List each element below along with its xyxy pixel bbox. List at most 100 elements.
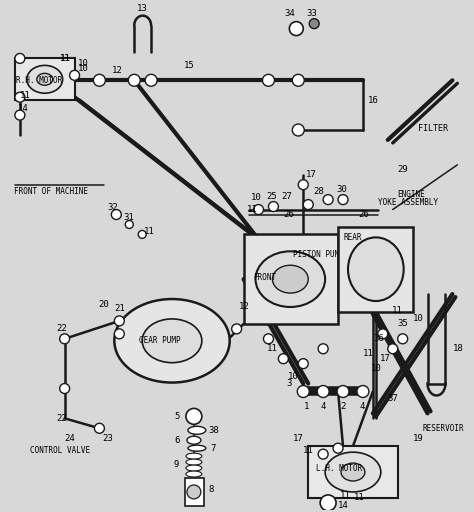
Circle shape [114,329,124,339]
Circle shape [187,485,201,499]
Circle shape [357,386,369,397]
Text: YOKE ASSEMBLY: YOKE ASSEMBLY [378,198,438,207]
Text: 15: 15 [184,61,195,70]
Ellipse shape [114,299,230,382]
Text: 38: 38 [209,426,219,435]
Ellipse shape [188,426,206,434]
Circle shape [60,383,70,394]
Circle shape [378,329,388,339]
Circle shape [297,386,309,397]
Text: 32: 32 [108,203,118,212]
Ellipse shape [187,436,201,444]
Text: 10: 10 [288,372,299,381]
Text: 4: 4 [360,402,365,411]
Circle shape [318,344,328,354]
Text: CONTROL VALVE: CONTROL VALVE [30,445,90,455]
Circle shape [298,180,308,189]
Ellipse shape [348,238,404,301]
Text: 29: 29 [398,165,409,174]
Circle shape [278,354,288,364]
Ellipse shape [186,453,202,459]
Bar [244,234,338,324]
Circle shape [232,324,242,334]
Bar [338,227,413,312]
Text: 17: 17 [306,170,317,179]
Circle shape [398,334,408,344]
Text: 16: 16 [368,96,379,104]
Text: 28: 28 [313,187,324,196]
Circle shape [94,423,104,433]
Text: 37: 37 [388,394,399,403]
Text: 20: 20 [99,300,109,309]
Text: 10: 10 [413,314,423,324]
Text: 2: 2 [340,402,346,411]
Circle shape [145,74,157,86]
Ellipse shape [186,465,202,471]
Text: 17: 17 [293,434,304,443]
Ellipse shape [255,251,325,307]
Text: 5: 5 [174,412,179,421]
Circle shape [15,92,25,102]
Text: GEAR PUMP: GEAR PUMP [139,336,181,345]
Text: 26: 26 [283,210,294,219]
Circle shape [254,205,264,215]
Circle shape [264,334,273,344]
Ellipse shape [186,471,202,477]
Circle shape [309,18,319,29]
Text: 17: 17 [380,354,391,363]
Text: 22: 22 [57,414,67,423]
Text: 25: 25 [266,192,277,201]
Circle shape [318,449,328,459]
Text: PISTON PUMPS: PISTON PUMPS [293,250,349,259]
Circle shape [388,344,398,354]
Text: 11: 11 [340,492,351,500]
Ellipse shape [142,319,202,362]
Circle shape [268,202,278,211]
Text: ENGINE: ENGINE [398,190,426,199]
Circle shape [125,221,133,228]
Text: 8: 8 [209,485,214,495]
Text: 11: 11 [60,54,71,63]
Text: 9: 9 [174,460,179,468]
Circle shape [263,74,274,86]
Text: 23: 23 [102,434,113,443]
Text: 22: 22 [57,325,67,333]
Circle shape [70,70,80,80]
Text: FRONT OF MACHINE: FRONT OF MACHINE [14,187,88,196]
Bar [308,446,398,498]
Text: 10: 10 [78,64,88,73]
Circle shape [128,74,140,86]
Text: 13: 13 [137,4,148,13]
Circle shape [111,209,121,220]
Text: L.H. MOTOR: L.H. MOTOR [316,463,363,473]
Text: RESERVOIR: RESERVOIR [422,424,464,433]
Text: 11: 11 [363,349,374,358]
Text: 4: 4 [320,402,326,411]
Text: 24: 24 [64,434,75,443]
Text: 11: 11 [60,54,71,63]
Bar [15,58,74,100]
Circle shape [337,386,349,397]
Ellipse shape [188,445,206,451]
Text: 21: 21 [114,305,125,313]
Text: 36: 36 [374,334,384,344]
Text: 7: 7 [211,444,216,453]
Circle shape [186,409,202,424]
Text: REAR: REAR [343,233,362,242]
Text: 14: 14 [18,103,28,113]
Circle shape [15,53,25,63]
Circle shape [320,495,336,511]
Text: 10: 10 [251,193,261,202]
Text: 11: 11 [246,205,257,214]
Text: 34: 34 [284,9,295,18]
Text: 10: 10 [371,364,382,373]
Bar [185,478,204,506]
Text: 18: 18 [452,344,463,353]
Text: FRONT: FRONT [254,273,277,282]
Text: 11: 11 [20,91,31,100]
Text: 11: 11 [144,227,155,236]
Circle shape [15,110,25,120]
Text: FILTER: FILTER [418,123,447,133]
Circle shape [303,200,313,209]
Text: 27: 27 [282,192,292,201]
